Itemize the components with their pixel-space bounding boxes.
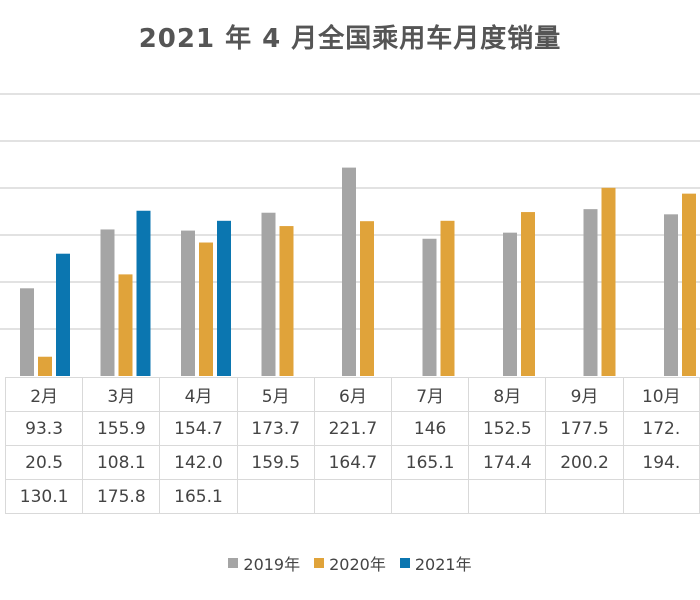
table-cell xyxy=(391,479,470,514)
table-cell: 200.2 xyxy=(545,445,624,480)
table-cell: 221.7 xyxy=(313,411,393,446)
table-cell: 174.4 xyxy=(468,445,547,480)
bar-2019年-3月 xyxy=(100,229,115,376)
table-cell: 165.1 xyxy=(159,479,238,514)
bar-2019年-7月 xyxy=(422,238,437,376)
bar-2019年-4月 xyxy=(181,230,195,376)
table-cell: 154.7 xyxy=(159,411,238,446)
category-label: 3月 xyxy=(82,377,161,412)
table-cell: 164.7 xyxy=(313,445,393,480)
legend: 2019年 2020年 2021年 xyxy=(0,551,700,575)
table-cell: 93.3 xyxy=(4,411,84,446)
bar-2020年-7月 xyxy=(440,220,455,376)
table-cell xyxy=(468,479,547,514)
legend-item: 2020年 xyxy=(314,551,386,575)
category-label: 5月 xyxy=(236,377,315,412)
category-label: 8月 xyxy=(468,377,547,412)
legend-swatch xyxy=(314,558,325,568)
bar-2019年-6月 xyxy=(342,167,356,376)
legend-label: 2021年 xyxy=(414,555,472,574)
table-header-row: 2月 3月 4月 5月 6月 7月 8月 9月 10月 xyxy=(4,377,700,412)
bar-2021年-3月 xyxy=(136,210,151,376)
bar-2020年-3月 xyxy=(118,274,133,376)
table-cell: 165.1 xyxy=(391,445,470,480)
table-cell: 108.1 xyxy=(82,445,161,480)
bar-2021年-2月 xyxy=(56,253,70,376)
table-cell: 155.9 xyxy=(82,411,161,446)
bar-2019年-9月 xyxy=(583,209,598,376)
category-label: 4月 xyxy=(159,377,238,412)
bar-2019年-10月 xyxy=(664,214,678,376)
bar-2019年-2月 xyxy=(20,288,34,376)
table-cell xyxy=(313,479,393,514)
table-row: 20.5 108.1 142.0 159.5 164.7 165.1 174.4 200.2 1… xyxy=(4,445,700,480)
legend-label: 2020年 xyxy=(329,555,386,574)
bar-2020年-5月 xyxy=(279,226,294,376)
table-cell: 173.7 xyxy=(236,411,315,446)
bar-2020年-10月 xyxy=(682,193,696,376)
table-cell xyxy=(236,479,315,514)
bar-2020年-4月 xyxy=(199,242,213,376)
bar-2020年-2月 xyxy=(38,356,52,376)
category-label: 7月 xyxy=(391,377,470,412)
legend-label: 2019年 xyxy=(243,555,301,574)
bar-2021年-4月 xyxy=(217,220,231,376)
table-cell: 130.1 xyxy=(4,479,84,514)
bar-2020年-9月 xyxy=(601,187,616,376)
table-cell: 172. xyxy=(622,411,700,446)
table-cell xyxy=(545,479,624,514)
bar-2020年-8月 xyxy=(521,212,535,376)
category-label: 9月 xyxy=(545,377,624,412)
bar-2019年-8月 xyxy=(503,232,517,376)
category-label: 6月 xyxy=(313,377,393,412)
legend-swatch xyxy=(399,558,410,568)
table-cell: 159.5 xyxy=(236,445,315,480)
table-cell: 152.5 xyxy=(468,411,547,446)
table-cell: 175.8 xyxy=(82,479,161,514)
bar-2020年-6月 xyxy=(360,221,374,376)
category-label: 2月 xyxy=(4,377,84,412)
table-cell: 177.5 xyxy=(545,411,624,446)
bar-chart xyxy=(0,93,700,376)
table-row: 130.1 175.8 165.1 xyxy=(4,479,700,514)
legend-item: 2021年 xyxy=(399,551,472,575)
table-cell: 142.0 xyxy=(159,445,238,480)
table-cell: 194. xyxy=(622,445,700,480)
chart-title: 2021 年 4 月全国乘用车月度销量 xyxy=(138,24,562,54)
bar-2019年-5月 xyxy=(261,212,276,376)
table-row: 93.3 155.9 154.7 173.7 221.7 146 152.5 177.5 172… xyxy=(4,411,700,446)
table-cell xyxy=(622,479,700,514)
data-table: 2月 3月 4月 5月 6月 7月 8月 9月 10月 93.3 155.9 154.7 173.7 22… xyxy=(4,377,700,514)
table-cell: 20.5 xyxy=(4,445,84,480)
legend-item: 2019年 xyxy=(228,551,300,575)
legend-swatch xyxy=(228,558,239,568)
table-cell: 146 xyxy=(391,411,470,446)
category-label: 10月 xyxy=(622,377,700,412)
